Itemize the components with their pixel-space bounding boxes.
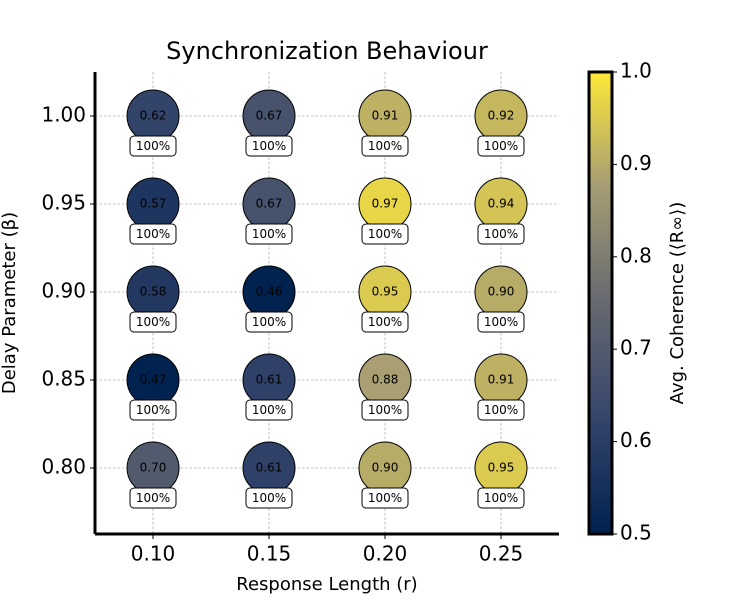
annotation-box — [129, 399, 177, 421]
annotation: 100% — [484, 315, 518, 329]
annotation: 100% — [252, 403, 286, 417]
colorbar-tick-label: 0.8 — [620, 243, 652, 267]
colorbar-tick-label: 0.6 — [620, 428, 652, 452]
colorbar-tick-label: 0.7 — [620, 336, 652, 360]
y-axis-label: Delay Parameter (β) — [0, 212, 20, 394]
annotation: 100% — [484, 139, 518, 153]
value-label: 0.94 — [488, 197, 515, 211]
value-label: 0.95 — [372, 285, 399, 299]
colorbar — [587, 70, 614, 536]
annotation-box — [361, 135, 409, 157]
annotation-box — [245, 223, 293, 245]
annotation: 100% — [252, 315, 286, 329]
colorbar-tick-label: 0.5 — [620, 521, 652, 545]
x-tick-label: 0.25 — [479, 542, 524, 566]
y-tick-label: 0.85 — [41, 367, 86, 391]
annotation-box — [477, 311, 525, 333]
value-label: 0.67 — [256, 109, 283, 123]
annotation: 100% — [252, 227, 286, 241]
colorbar-tick-label: 1.0 — [620, 59, 652, 83]
value-label: 0.61 — [256, 373, 283, 387]
annotation: 100% — [484, 491, 518, 505]
annotation: 100% — [368, 491, 402, 505]
annotation: 100% — [368, 139, 402, 153]
annotation-box — [129, 223, 177, 245]
annotation: 100% — [368, 315, 402, 329]
annotation-box — [129, 311, 177, 333]
value-label: 0.70 — [140, 461, 167, 475]
value-label: 0.97 — [372, 197, 399, 211]
annotation-box — [129, 487, 177, 509]
x-tick-label: 0.15 — [247, 542, 292, 566]
y-tick-label: 0.95 — [41, 191, 86, 215]
annotation-box — [477, 135, 525, 157]
annotation-box — [245, 399, 293, 421]
value-label: 0.57 — [140, 197, 167, 211]
value-label: 0.91 — [372, 109, 399, 123]
value-label: 0.46 — [256, 285, 283, 299]
annotation-box — [477, 487, 525, 509]
annotation-box — [245, 487, 293, 509]
annotation: 100% — [136, 403, 170, 417]
value-label: 0.91 — [488, 373, 515, 387]
x-axis-label: Response Length (r) — [236, 574, 417, 595]
value-label: 0.90 — [488, 285, 515, 299]
colorbar-label: Avg. Coherence (⟨R∞⟩) — [667, 202, 688, 405]
annotation: 100% — [252, 139, 286, 153]
annotation-box — [477, 223, 525, 245]
annotation: 100% — [136, 139, 170, 153]
annotation: 100% — [368, 403, 402, 417]
value-label: 0.90 — [372, 461, 399, 475]
value-label: 0.58 — [140, 285, 167, 299]
colorbar-tick-label: 0.9 — [620, 151, 652, 175]
annotation-box — [361, 223, 409, 245]
x-tick-label: 0.20 — [363, 542, 408, 566]
annotation: 100% — [484, 403, 518, 417]
annotation-box — [245, 135, 293, 157]
y-tick-label: 0.80 — [41, 455, 86, 479]
value-label: 0.67 — [256, 197, 283, 211]
annotation-box — [361, 487, 409, 509]
value-label: 0.47 — [140, 373, 167, 387]
annotation-box — [361, 399, 409, 421]
value-label: 0.95 — [488, 461, 515, 475]
annotation: 100% — [252, 491, 286, 505]
chart-title: Synchronization Behaviour — [166, 37, 488, 65]
x-tick-label: 0.10 — [131, 542, 176, 566]
value-label: 0.62 — [140, 109, 167, 123]
annotation: 100% — [136, 491, 170, 505]
annotation: 100% — [368, 227, 402, 241]
value-label: 0.92 — [488, 109, 515, 123]
annotation-box — [361, 311, 409, 333]
value-label: 0.61 — [256, 461, 283, 475]
annotation-box — [245, 311, 293, 333]
annotation-box — [477, 399, 525, 421]
annotation-box — [129, 135, 177, 157]
annotation: 100% — [136, 315, 170, 329]
y-tick-label: 0.90 — [41, 279, 86, 303]
value-label: 0.88 — [372, 373, 399, 387]
annotation: 100% — [484, 227, 518, 241]
annotation: 100% — [136, 227, 170, 241]
y-tick-label: 1.00 — [41, 103, 86, 127]
